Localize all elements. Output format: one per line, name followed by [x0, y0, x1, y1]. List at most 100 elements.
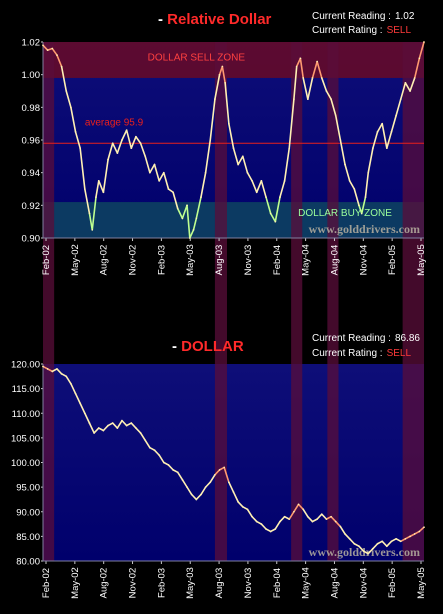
- series-segment: [260, 180, 267, 198]
- data-point: [283, 515, 286, 518]
- data-point: [297, 503, 300, 506]
- x-tick-label: Aug-04: [329, 568, 340, 599]
- data-point: [409, 535, 411, 538]
- data-point: [348, 180, 351, 182]
- highlight-band: [402, 42, 424, 296]
- data-point: [51, 370, 54, 373]
- data-point: [362, 550, 365, 552]
- highlight-band: [43, 296, 55, 561]
- x-tick-label: Feb-04: [272, 245, 283, 275]
- series-segment: [204, 139, 212, 174]
- data-point: [299, 57, 302, 60]
- series-segment: [372, 131, 379, 149]
- data-point: [176, 471, 179, 474]
- series-segment: [364, 171, 370, 198]
- series-segment: [246, 171, 253, 182]
- series-segment: [269, 212, 277, 223]
- data-point: [163, 171, 165, 174]
- data-point: [307, 98, 309, 100]
- series-segment: [144, 439, 151, 449]
- data-point: [279, 520, 281, 523]
- x-tick-label: Aug-02: [99, 568, 110, 599]
- x-tick-label: Aug-04: [329, 245, 340, 276]
- series-segment: [339, 525, 346, 535]
- x-tick-label: Feb-05: [387, 245, 398, 275]
- data-point: [91, 229, 94, 231]
- series-segment: [200, 486, 207, 496]
- series-segment: [228, 481, 235, 493]
- data-point: [111, 422, 114, 424]
- data-point: [209, 139, 212, 141]
- data-point: [274, 528, 277, 530]
- series-segment: [251, 180, 258, 194]
- series-segment: [279, 515, 286, 523]
- data-point: [125, 424, 128, 427]
- data-point: [293, 510, 295, 513]
- series-segment: [107, 422, 114, 427]
- x-tick-label: Nov-03: [243, 245, 254, 276]
- data-point: [107, 424, 109, 427]
- series-segment: [288, 510, 295, 520]
- data-point: [144, 155, 147, 158]
- reading-value: 86.86: [394, 333, 420, 344]
- y-tick-label: 90.00: [16, 507, 40, 518]
- reading-label: Current Reading :: [312, 11, 391, 22]
- data-point: [56, 54, 58, 56]
- data-point: [228, 481, 230, 484]
- data-point: [74, 131, 77, 133]
- highlight-band: [327, 42, 339, 296]
- series-segment: [255, 180, 263, 194]
- data-point: [221, 65, 224, 68]
- series-segment: [190, 493, 198, 501]
- dollar-chart: www.golddrivers.com120.00115.00110.00105…: [11, 296, 427, 599]
- series-segment: [135, 427, 142, 434]
- x-tick-label: May-05: [416, 244, 427, 276]
- series-segment: [135, 135, 142, 145]
- series-segment: [334, 114, 342, 141]
- data-point: [376, 542, 379, 545]
- x-tick-label: May-03: [185, 567, 196, 599]
- data-point: [344, 533, 346, 535]
- series-segment: [56, 368, 63, 375]
- data-point: [311, 520, 314, 523]
- data-point: [74, 392, 77, 395]
- data-point: [130, 147, 133, 149]
- data-point: [325, 90, 328, 92]
- data-point: [364, 196, 367, 198]
- title-prefix: -: [158, 11, 168, 28]
- data-point: [283, 180, 286, 182]
- reading-label: Current Reading :: [312, 333, 391, 344]
- y-tick-label: 95.00: [16, 483, 40, 494]
- data-point: [320, 513, 323, 516]
- series-segment: [409, 77, 416, 92]
- data-point: [232, 147, 235, 149]
- data-point: [358, 204, 360, 207]
- data-point: [423, 526, 425, 529]
- data-point: [149, 171, 151, 174]
- data-point: [367, 552, 370, 555]
- data-point: [42, 365, 44, 368]
- series-segment: [320, 513, 328, 520]
- series-segment: [42, 44, 49, 51]
- data-point: [381, 122, 383, 125]
- reading-value: 1.02: [394, 11, 415, 22]
- series-segment: [144, 155, 151, 174]
- series-segment: [56, 54, 63, 68]
- series-segment: [91, 196, 97, 231]
- series-segment: [339, 139, 346, 166]
- series-segment: [74, 392, 81, 405]
- series-segment: [311, 60, 318, 79]
- title-prefix: -: [172, 338, 182, 355]
- series-segment: [88, 422, 95, 434]
- highlight-band: [291, 296, 303, 561]
- series-segment: [192, 217, 198, 231]
- series-segment: [232, 491, 239, 503]
- x-tick-label: Nov-02: [128, 245, 139, 276]
- current-reading: Current Reading :1.02: [312, 11, 414, 22]
- data-point: [97, 180, 100, 182]
- data-point: [399, 540, 402, 543]
- data-point: [293, 98, 295, 100]
- data-point: [265, 528, 267, 530]
- data-point: [65, 90, 68, 92]
- data-point: [353, 188, 356, 190]
